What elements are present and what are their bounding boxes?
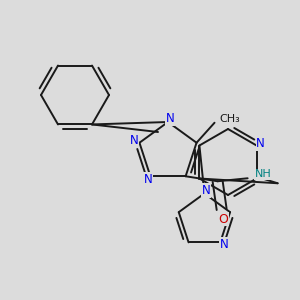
Text: N: N [166,112,174,125]
Text: CH₃: CH₃ [220,114,240,124]
Text: N: N [130,134,139,147]
Text: N: N [256,137,265,150]
Text: O: O [219,213,229,226]
Text: N: N [202,184,211,197]
Text: NH: NH [255,169,272,179]
Text: N: N [220,238,229,251]
Text: N: N [144,173,153,186]
